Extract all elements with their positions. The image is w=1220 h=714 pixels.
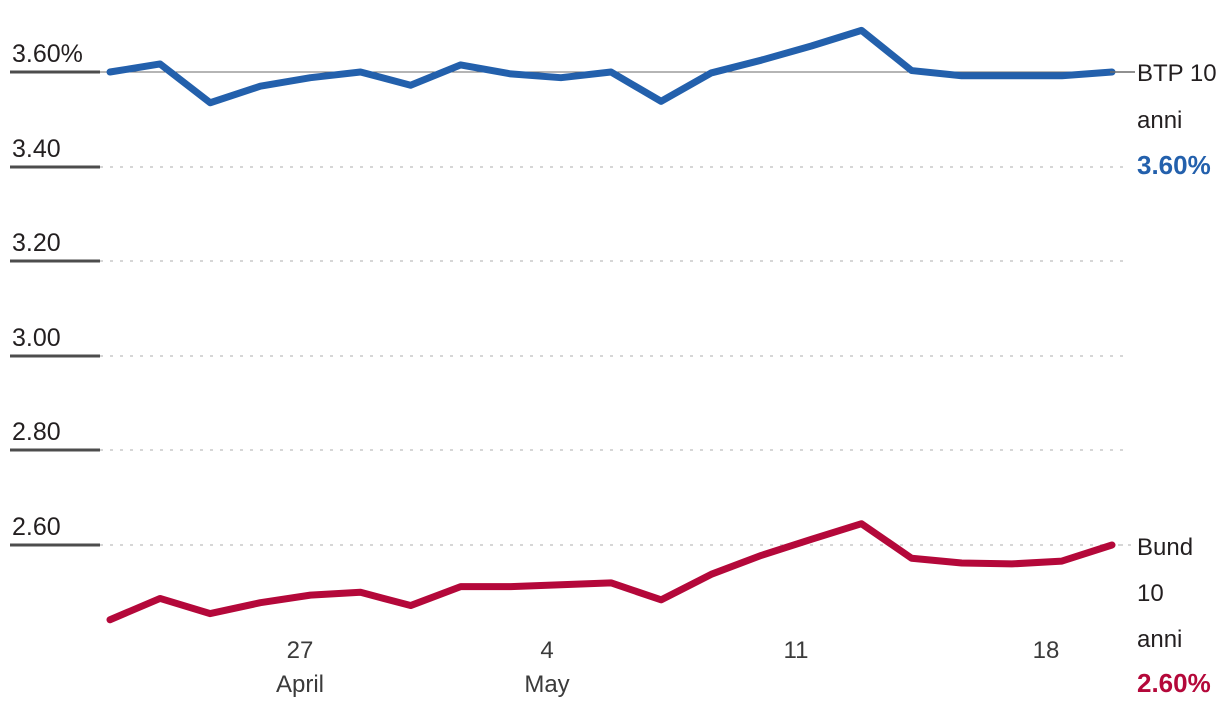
x-tick-day-4: 4 [540,637,553,664]
x-axis-labels: 27 April 4 May 11 18 [276,637,1059,698]
x-tick-month-may: May [524,671,569,698]
y-tick-label-3-40: 3.40 [12,135,61,163]
legend-btp-line2: anni [1137,107,1182,134]
y-tick-label-2-60: 2.60 [12,513,61,541]
x-tick-day-27: 27 [287,637,314,664]
series-line-btp [106,26,1116,107]
y-tick-label-3-20: 3.20 [12,229,61,257]
y-tick-label-3-60: 3.60% [12,40,83,68]
x-tick-day-11: 11 [784,637,809,664]
legend-bund-value: 2.60% [1137,668,1211,698]
gridlines [10,70,1128,547]
y-tick-label-3-00: 3.00 [12,324,61,352]
legend-bund-line3: anni [1137,626,1182,653]
series-line-bund [106,520,1116,624]
y-tick-label-2-80: 2.80 [12,418,61,446]
legend-bund-line2: 10 [1137,580,1164,607]
y-axis-labels: 3.60% 3.40 3.20 3.00 2.80 2.60 [12,40,83,541]
legend-btp-line1: BTP 10 [1137,60,1217,87]
legend-bund: Bund 10 anni 2.60% [1137,534,1211,698]
legend-bund-line1: Bund [1137,534,1193,561]
x-tick-month-april: April [276,671,324,698]
legend-btp-value: 3.60% [1137,150,1211,180]
legend-btp: BTP 10 anni 3.60% [1137,60,1217,180]
x-tick-day-18: 18 [1033,637,1060,664]
